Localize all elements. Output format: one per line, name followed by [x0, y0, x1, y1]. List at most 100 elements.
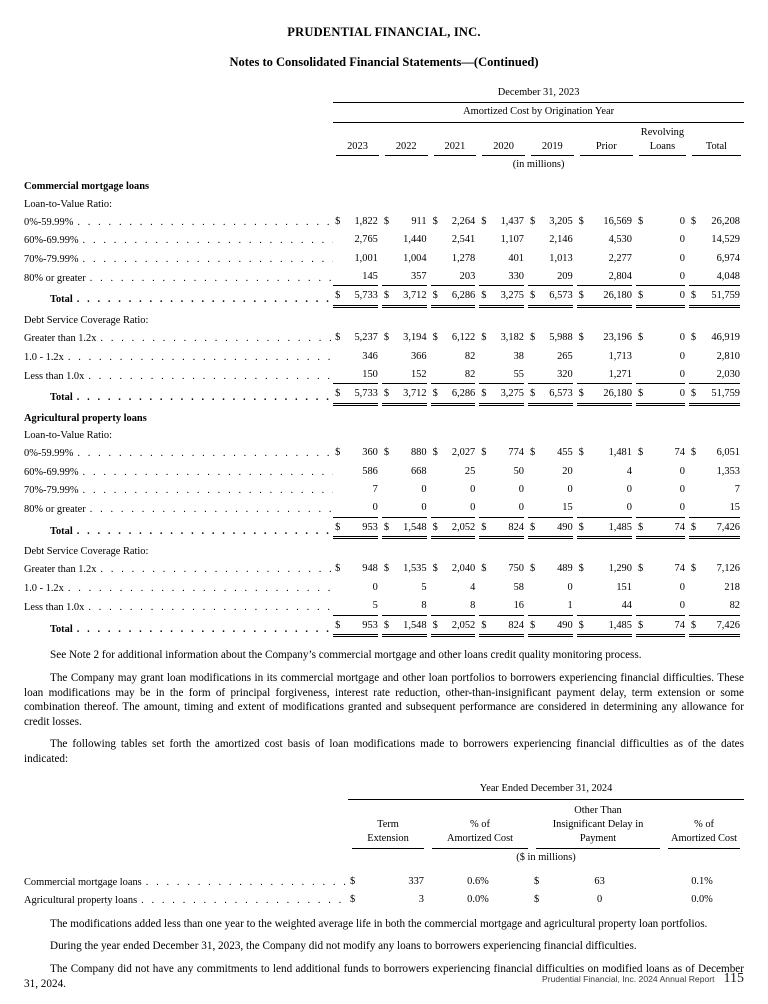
cell-number: 0	[470, 484, 476, 496]
cell-number: 824	[508, 619, 524, 631]
currency-symbol: $	[529, 216, 536, 228]
table-cell-value: $74	[635, 617, 689, 638]
cell-inner: $51,759	[688, 387, 740, 406]
currency-symbol: $	[432, 447, 438, 459]
cell-number: 911	[411, 216, 427, 228]
row-label-text: 80% or greater	[24, 273, 86, 285]
cell-inner: 265	[528, 350, 573, 365]
cell-number: 0	[518, 484, 524, 496]
cell-number: 26,180	[603, 290, 632, 302]
cell-inner: 5	[382, 581, 426, 596]
cell-inner: $953	[333, 521, 378, 540]
cell-number: 0	[597, 894, 603, 906]
currency-symbol: $	[481, 447, 487, 459]
dot-leader: . . . . . . . . . . . . . . . . . . . . …	[67, 351, 333, 363]
table-cell-value: 7	[689, 482, 744, 500]
cell-number: 337	[408, 875, 424, 887]
cell-number: 880	[410, 447, 427, 459]
cell-number: 3	[418, 894, 424, 906]
cell-inner: $1,481	[577, 446, 632, 461]
cell-inner: $6,286	[430, 289, 476, 308]
currency-symbol: $	[335, 521, 341, 533]
cell-inner: $3,712	[381, 289, 427, 308]
table-cell-value: 15	[688, 500, 744, 519]
paragraph-note2: See Note 2 for additional information ab…	[50, 649, 642, 662]
cell-number: 209	[557, 271, 573, 283]
table-cell-value: $1,548	[381, 617, 431, 638]
cell-inner: 0	[382, 483, 426, 498]
table-row: 0%-59.99%. . . . . . . . . . . . . . . .…	[24, 214, 744, 232]
cell-number: 3,712	[403, 290, 427, 302]
cell-inner: 2,804	[576, 270, 632, 287]
empty-cell	[431, 410, 480, 427]
cell-inner: $824	[479, 521, 524, 540]
cell-number: 1,440	[403, 234, 427, 246]
paragraph-no-commitments: The Company did not have any commitments…	[24, 963, 744, 990]
table-cell-value: 4	[577, 463, 636, 481]
cell-number: 0	[679, 600, 685, 612]
cell-inner: 0	[479, 501, 524, 518]
currency-symbol: $	[432, 388, 438, 400]
row-label-text: Debt Service Coverage Ratio:	[24, 546, 149, 558]
table-cell-value: $3,194	[382, 330, 431, 348]
cell-inner: 8	[381, 599, 427, 616]
row-label-text: Total	[50, 525, 73, 537]
cell-inner: 320	[527, 368, 573, 385]
cell-inner: $948	[333, 562, 378, 577]
cell-inner: 4	[577, 465, 632, 480]
row-label-text: 70%-79.99%	[24, 485, 79, 497]
subsection-title-row: Loan-to-Value Ratio:	[24, 427, 744, 444]
empty-cell	[333, 427, 382, 444]
currency-symbol: $	[529, 388, 536, 400]
cell-inner: $26,208	[689, 215, 740, 230]
cell-number: 74	[674, 619, 685, 631]
cell-inner: $2,027	[431, 446, 476, 461]
table-cell-value: $0	[635, 288, 689, 309]
cell-inner: 50	[479, 465, 524, 480]
cell-inner: $1,485	[576, 619, 632, 637]
empty-cell	[577, 410, 636, 427]
cell-inner: 0	[635, 501, 685, 518]
table-cell-value: $948	[333, 561, 382, 579]
units-label: (in millions)	[512, 159, 565, 171]
table-cell-value: $7,126	[689, 561, 744, 579]
cell-inner: $26,180	[576, 289, 632, 308]
cell-number: 25	[464, 465, 476, 477]
row-label-text: Greater than 1.2x	[24, 333, 97, 345]
table-row: Agricultural property loans. . . . . . .…	[24, 892, 744, 910]
table-cell-value: 82	[430, 366, 480, 385]
cell-inner: $2,052	[430, 619, 476, 637]
cell-number: 4,530	[608, 234, 632, 246]
cell-number: 74	[674, 521, 685, 533]
row-label: Less than 1.0x. . . . . . . . . . . . . …	[24, 598, 333, 617]
cell-inner: 330	[479, 270, 524, 287]
cell-number: 0.6%	[467, 875, 489, 887]
empty-cell	[431, 312, 480, 329]
cell-inner: $824	[479, 619, 524, 637]
table-header-row: December 31, 2023	[24, 86, 744, 104]
cell-inner: 2,146	[528, 233, 572, 248]
page-footer: Prudential Financial, Inc. 2024 Annual R…	[542, 971, 744, 987]
cell-inner: $2,040	[431, 562, 476, 577]
cell-number: 150	[362, 368, 378, 380]
row-label: 80% or greater. . . . . . . . . . . . . …	[24, 269, 333, 288]
cell-number: 1	[567, 600, 573, 612]
currency-symbol: $	[637, 388, 644, 400]
cell-number: 0	[372, 581, 378, 593]
empty-cell	[528, 410, 577, 427]
currency-symbol: $	[690, 290, 697, 302]
row-label: 0%-59.99%. . . . . . . . . . . . . . . .…	[24, 445, 333, 463]
cell-number: 145	[362, 271, 378, 283]
cell-inner: $3,275	[479, 289, 524, 308]
currency-symbol: $	[578, 619, 584, 631]
cell-number: 0	[470, 502, 476, 514]
cell-number: 1,107	[500, 234, 524, 246]
table-cell-value: $1,548	[381, 519, 431, 540]
cell-number: 0	[626, 484, 632, 496]
table-cell-value: 2,810	[689, 348, 744, 366]
cell-inner: $0	[635, 387, 685, 406]
spacer-cell	[24, 799, 348, 850]
table-cell-value: 1,001	[333, 250, 382, 268]
cell-inner: 4	[431, 581, 475, 596]
cell-inner: 1,004	[382, 252, 426, 267]
